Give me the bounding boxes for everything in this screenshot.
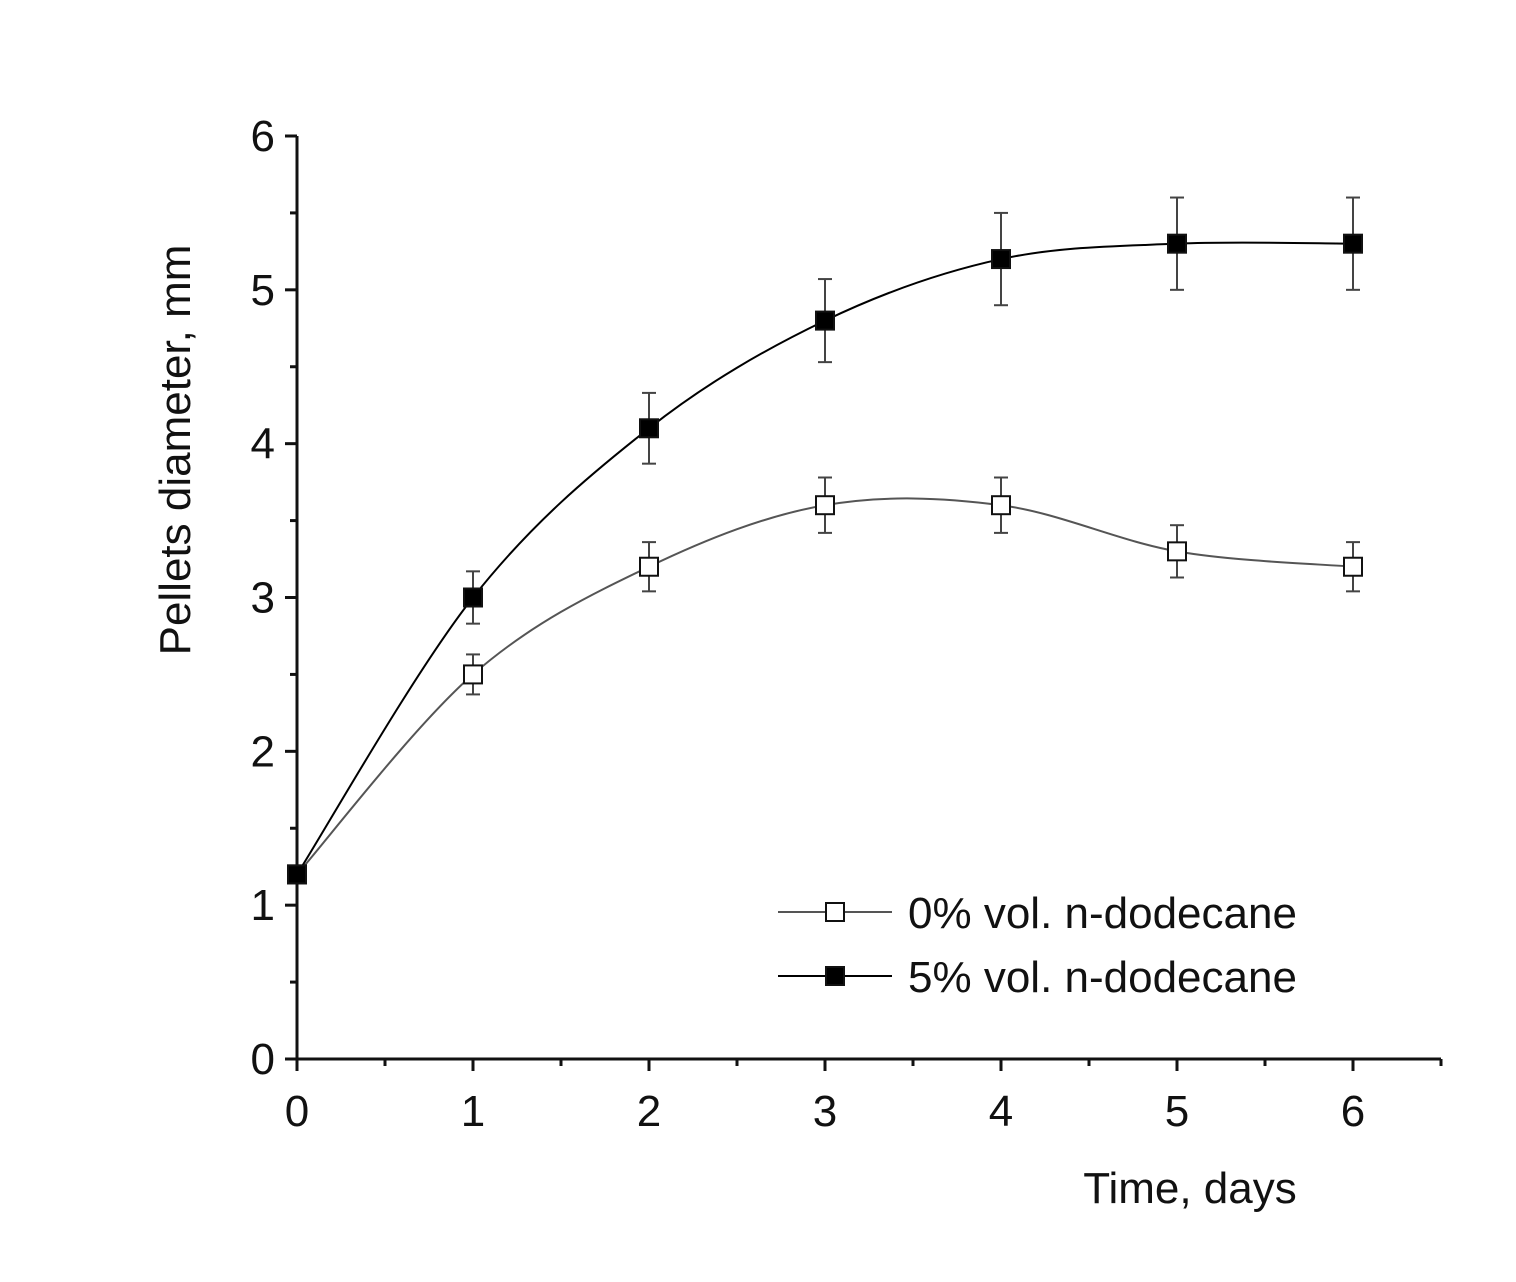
data-point — [639, 418, 659, 439]
x-tick-label: 2 — [637, 1087, 661, 1136]
y-tick-label: 4 — [251, 420, 275, 469]
x-tick-label: 4 — [989, 1087, 1013, 1136]
x-tick-label: 0 — [285, 1087, 309, 1136]
data-point — [287, 864, 307, 885]
legend-label: 0% vol. n-dodecane — [908, 889, 1297, 938]
legend-label: 5% vol. n-dodecane — [908, 953, 1297, 1002]
legend: 0% vol. n-dodecane 5% vol. n-dodecane — [778, 889, 1297, 1002]
data-point — [639, 556, 659, 577]
data-point — [1343, 556, 1363, 577]
data-point — [463, 664, 483, 685]
x-axis-label: Time, days — [1083, 1164, 1297, 1213]
data-point — [815, 495, 835, 516]
y-axis-label: Pellets diameter, mm — [151, 245, 200, 656]
data-point — [1167, 541, 1187, 562]
data-point — [991, 249, 1011, 270]
y-tick-label: 1 — [251, 881, 275, 930]
y-tick-label: 2 — [251, 727, 275, 776]
x-tick-label: 3 — [813, 1087, 837, 1136]
data-point — [1167, 233, 1187, 254]
axes: 0 1 2 3 4 5 6 0 1 2 3 4 5 6 — [251, 112, 1443, 1136]
data-point — [1343, 233, 1363, 254]
series-line — [296, 497, 1354, 876]
y-tick-label: 5 — [251, 266, 275, 315]
x-tick-label: 6 — [1341, 1087, 1365, 1136]
x-tick-label: 1 — [461, 1087, 485, 1136]
y-tick-label: 0 — [251, 1035, 275, 1084]
legend-marker — [825, 902, 845, 922]
x-tick-label: 5 — [1165, 1087, 1189, 1136]
series-layer — [287, 196, 1363, 885]
legend-marker — [825, 966, 845, 986]
data-point — [815, 310, 835, 331]
series-1 — [287, 196, 1363, 885]
data-point — [991, 495, 1011, 516]
data-point — [463, 587, 483, 608]
y-tick-label: 3 — [251, 574, 275, 623]
series-0 — [287, 476, 1363, 885]
y-tick-label: 6 — [251, 112, 275, 161]
